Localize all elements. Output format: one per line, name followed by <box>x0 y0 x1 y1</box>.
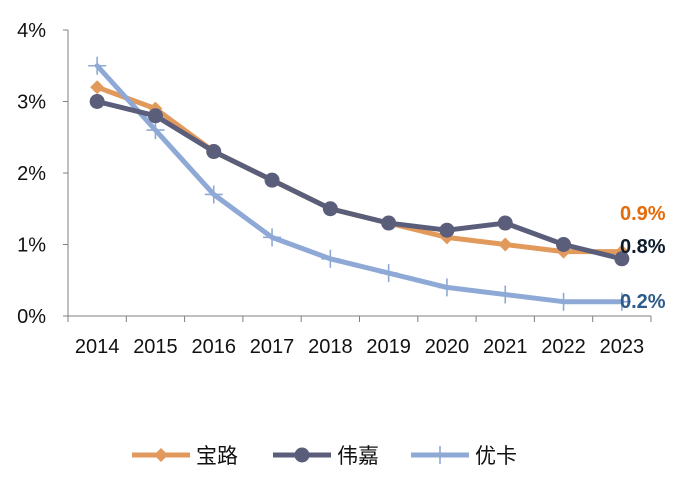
y-tick-label: 0% <box>17 306 46 328</box>
series-宝路 <box>90 80 629 259</box>
x-tick-label: 2020 <box>425 336 470 358</box>
legend-swatch-marker <box>294 447 310 463</box>
x-tick-label: 2019 <box>366 336 411 358</box>
y-tick-label: 4% <box>17 20 46 42</box>
data-point <box>612 292 631 311</box>
data-point <box>381 215 397 231</box>
series-line <box>94 99 625 262</box>
data-point <box>498 237 513 252</box>
legend-label: 宝路 <box>196 444 238 468</box>
legend-item-优卡: 优卡 <box>411 444 517 468</box>
legend: 宝路 伟嘉 优卡 <box>132 444 517 468</box>
data-point <box>206 144 222 160</box>
end-label-优卡: 0.2% <box>620 291 666 313</box>
data-point <box>437 278 456 297</box>
data-point <box>90 80 105 95</box>
data-point <box>88 56 107 75</box>
legend-swatch-marker <box>431 446 449 464</box>
end-labels: 0.9% 0.8% 0.2% <box>620 203 666 313</box>
end-label-伟嘉: 0.8% <box>620 236 666 258</box>
series-line <box>94 63 625 305</box>
series-line <box>94 84 625 255</box>
data-point <box>554 292 573 311</box>
y-tick-label: 2% <box>17 163 46 185</box>
data-point <box>556 237 572 252</box>
x-axis: 2014 2015 2016 2017 2018 2019 2020 2021 2022 2023 <box>67 315 652 358</box>
x-tick-label: 2015 <box>133 336 178 358</box>
data-point <box>496 285 515 304</box>
data-point <box>263 228 282 247</box>
x-tick-label: 2022 <box>541 336 586 358</box>
x-tick-label: 2014 <box>75 336 120 358</box>
y-tick-label: 3% <box>17 92 46 114</box>
data-point <box>264 172 280 188</box>
data-point <box>439 222 455 238</box>
x-tick-label: 2023 <box>600 336 645 358</box>
data-point <box>89 94 105 109</box>
data-point <box>147 108 163 124</box>
end-label-宝路: 0.9% <box>620 203 666 225</box>
legend-item-宝路: 宝路 <box>132 444 238 468</box>
legend-swatch-marker <box>154 448 168 462</box>
y-tick-label: 1% <box>17 235 46 257</box>
data-point <box>322 201 338 217</box>
series-伟嘉 <box>89 94 630 267</box>
legend-label: 伟嘉 <box>337 444 379 468</box>
data-point <box>379 264 398 283</box>
x-tick-label: 2016 <box>192 336 237 358</box>
legend-item-伟嘉: 伟嘉 <box>273 444 379 468</box>
series-layer <box>88 56 631 311</box>
data-point <box>497 215 513 231</box>
data-point <box>321 249 340 268</box>
legend-label: 优卡 <box>475 444 517 468</box>
data-point <box>146 121 165 140</box>
y-axis: 0% 1% 2% 3% 4% <box>17 20 69 328</box>
data-point <box>614 251 630 267</box>
series-优卡 <box>88 56 631 311</box>
data-point <box>204 185 223 204</box>
x-tick-label: 2017 <box>250 336 295 358</box>
x-tick-label: 2021 <box>483 336 528 358</box>
x-tick-label: 2018 <box>308 336 353 358</box>
